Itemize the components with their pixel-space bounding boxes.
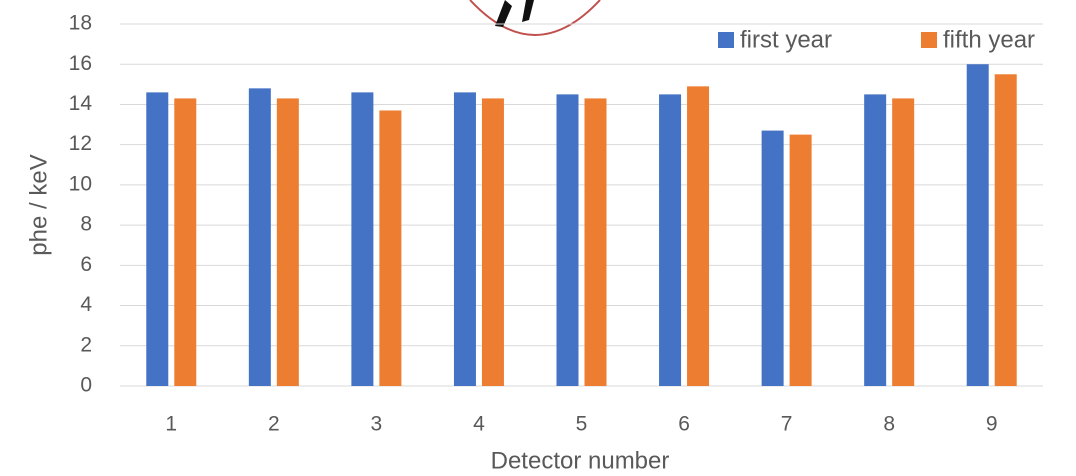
y-tick-label: 14: [69, 92, 93, 115]
legend-label: first year: [740, 26, 832, 53]
y-tick-label: 12: [69, 132, 92, 155]
x-tick-label: 7: [781, 413, 793, 436]
y-tick-label: 2: [80, 333, 92, 356]
bar: [762, 131, 784, 386]
y-tick-label: 4: [80, 293, 92, 316]
y-tick-label: 6: [80, 253, 92, 276]
bar: [454, 92, 476, 386]
bar: [277, 98, 299, 386]
x-tick-label: 4: [473, 413, 485, 436]
y-axis-title: phe / keV: [25, 154, 52, 255]
bar: [557, 94, 579, 386]
y-tick-label: 0: [80, 374, 92, 397]
bar: [967, 64, 989, 386]
chart: Detector number phe / keV 02468101214161…: [0, 0, 1076, 476]
x-tick-label: 1: [165, 413, 177, 436]
logo: [470, 0, 600, 35]
bar: [790, 135, 812, 386]
bar: [585, 98, 607, 386]
y-tick-label: 8: [80, 213, 92, 236]
bar: [482, 98, 504, 386]
x-tick-label: 6: [678, 413, 690, 436]
bar: [864, 94, 886, 386]
legend-swatch: [921, 32, 937, 48]
bar: [249, 88, 271, 386]
x-axis-title: Detector number: [491, 447, 670, 474]
bar: [995, 74, 1017, 386]
x-tick-label: 9: [986, 413, 998, 436]
y-tick-label: 10: [69, 172, 92, 195]
bar: [687, 86, 709, 386]
legend-swatch: [718, 32, 734, 48]
x-tick-label: 8: [883, 413, 895, 436]
bar: [174, 98, 196, 386]
bar: [659, 94, 681, 386]
y-tick-label: 18: [69, 12, 92, 35]
x-tick-label: 5: [576, 413, 588, 436]
bar: [379, 110, 401, 386]
y-tick-label: 16: [69, 52, 92, 75]
bar: [351, 92, 373, 386]
x-tick-label: 3: [371, 413, 383, 436]
bar: [892, 98, 914, 386]
x-tick-label: 2: [268, 413, 280, 436]
bar: [146, 92, 168, 386]
legend-label: fifth year: [943, 26, 1035, 53]
